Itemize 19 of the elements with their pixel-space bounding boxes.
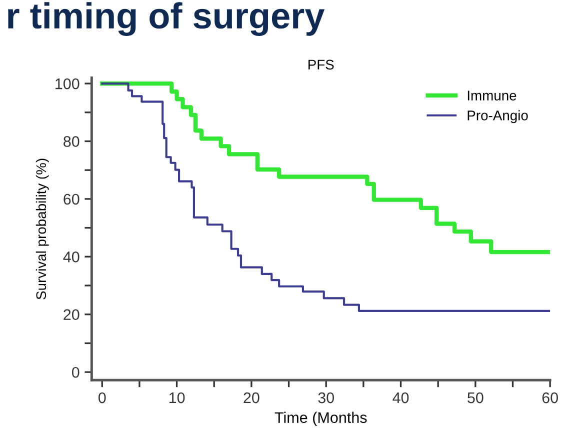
y-axis-title: Survival probability (%) (36, 158, 49, 300)
x-tick-label: 0 (98, 392, 106, 404)
text: r timing of surgery (8, 2, 325, 36)
legend-label: Immune (468, 90, 516, 100)
y-tick-label: 0 (72, 366, 80, 378)
x-tick-label: 10 (169, 392, 185, 404)
y-tick-label: 20 (64, 309, 80, 320)
legend-label: Pro-Angio (468, 110, 528, 124)
y-tick-label: 80 (64, 136, 80, 147)
x-tick-label: 60 (542, 392, 558, 404)
x-tick-label: 30 (318, 392, 334, 404)
x-tick-label: 50 (468, 392, 484, 404)
y-tick-label: 100 (56, 78, 80, 90)
y-tick-label: 40 (63, 252, 80, 262)
x-tick-label: 40 (392, 392, 409, 404)
x-tick-label: 20 (244, 392, 260, 404)
chart-title: PFS (308, 60, 334, 70)
y-tick-label: 60 (64, 194, 80, 205)
x-axis-title: Time (Months (274, 412, 367, 426)
